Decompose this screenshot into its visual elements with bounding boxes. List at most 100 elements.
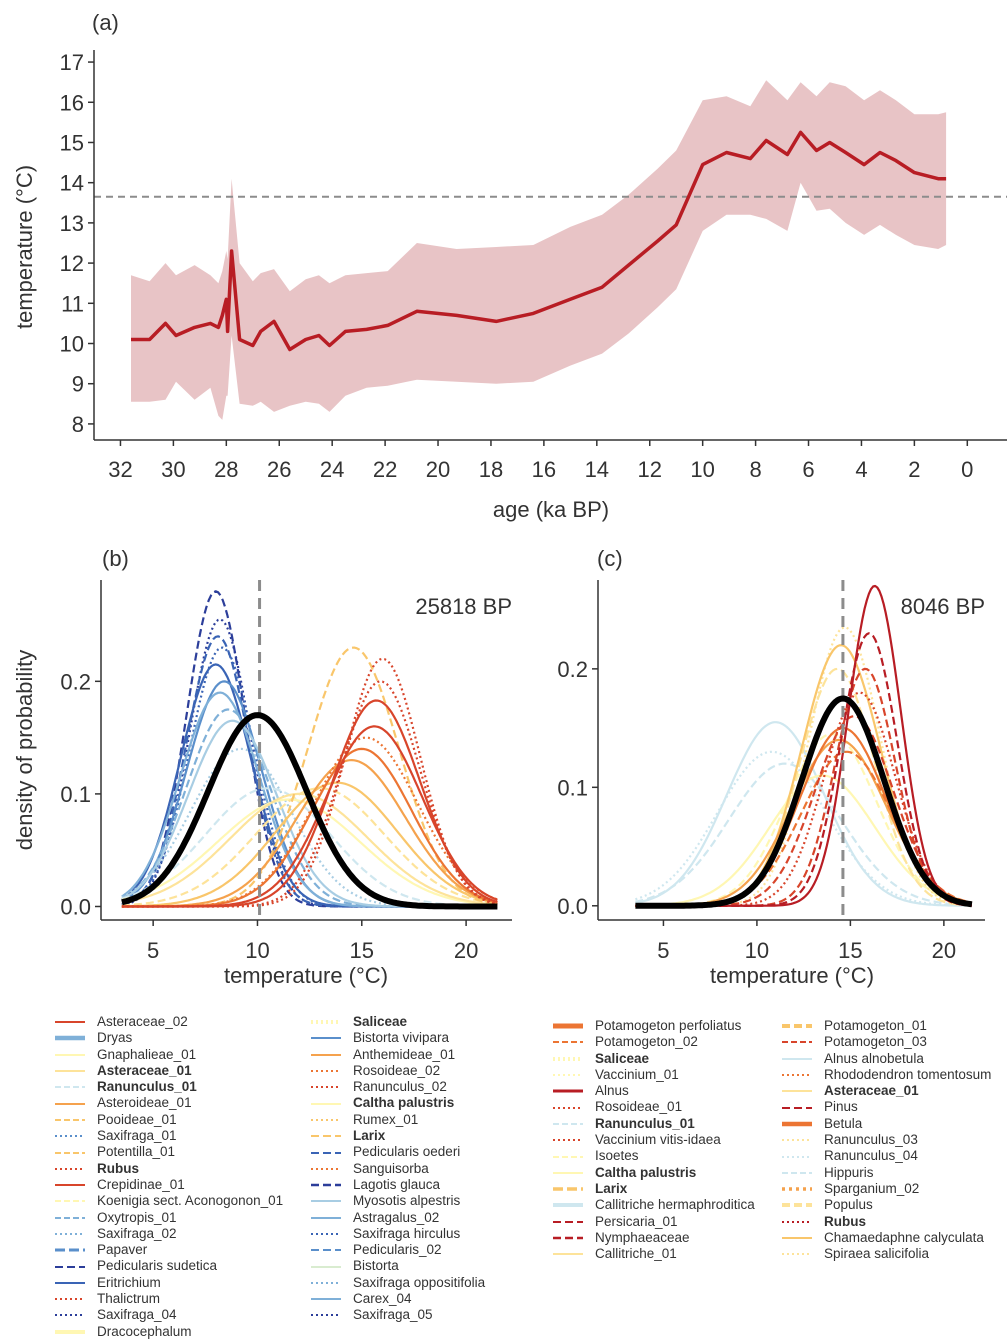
x-tick-label: 5 bbox=[147, 938, 159, 963]
legend-label: Potamogeton_03 bbox=[824, 1034, 927, 1050]
taxon-density-curve bbox=[121, 787, 498, 908]
legend-label: Ranunculus_04 bbox=[824, 1148, 918, 1164]
legend-swatch bbox=[311, 1167, 341, 1170]
legend-entry: Saxifraga_02 bbox=[55, 1226, 283, 1242]
legend-label: Callitriche_01 bbox=[595, 1246, 677, 1262]
legend-entry: Sanguisorba bbox=[311, 1161, 485, 1177]
x-tick-label: 8 bbox=[749, 457, 761, 482]
legend-label: Saxifraga_02 bbox=[97, 1225, 177, 1241]
legend-entry: Betula bbox=[782, 1116, 991, 1132]
legend-swatch bbox=[553, 1122, 583, 1125]
legend-swatch bbox=[55, 1184, 85, 1187]
legend-label: Saxifraga_05 bbox=[353, 1307, 433, 1323]
legend-label: Potamogeton_02 bbox=[595, 1034, 698, 1050]
y-tick-label: 0.0 bbox=[60, 894, 91, 919]
legend-swatch bbox=[311, 1183, 341, 1187]
legend-label: Ranunculus_03 bbox=[824, 1132, 918, 1148]
x-tick-label: 20 bbox=[932, 938, 956, 963]
legend-swatch bbox=[311, 1135, 341, 1138]
legend-entry: Rhododendron tomentosum bbox=[782, 1067, 991, 1083]
legend-entry: Ranunculus_03 bbox=[782, 1132, 991, 1148]
legend-label: Nymphaeaceae bbox=[595, 1229, 690, 1245]
legend-swatch bbox=[55, 1086, 85, 1089]
x-tick-label: 28 bbox=[214, 457, 238, 482]
x-tick-label: 16 bbox=[532, 457, 556, 482]
legend-entry: Potamogeton_03 bbox=[782, 1034, 991, 1050]
legend-label: Saliceae bbox=[595, 1050, 650, 1066]
legend-label: Isoetes bbox=[595, 1148, 639, 1164]
legend-entry: Saxifraga_04 bbox=[55, 1307, 283, 1323]
legend-label: Rumex_01 bbox=[353, 1111, 419, 1127]
legend-entry: Saliceae bbox=[311, 1014, 485, 1030]
legend-swatch bbox=[553, 1139, 583, 1142]
legend-swatch bbox=[782, 1024, 812, 1029]
legend-entry: Lagotis glauca bbox=[311, 1177, 485, 1193]
legend-entry: Callitriche_01 bbox=[553, 1246, 755, 1262]
legend-label: Alnus bbox=[595, 1083, 629, 1099]
legend-entry: Caltha palustris bbox=[311, 1095, 485, 1111]
legend-swatch bbox=[55, 1036, 85, 1041]
legend-label: Vaccinium_01 bbox=[595, 1066, 679, 1082]
x-tick-label: 22 bbox=[373, 457, 397, 482]
x-tick-label: 6 bbox=[802, 457, 814, 482]
panel-a-tag: (a) bbox=[92, 10, 119, 35]
panel-c-age-annotation: 8046 BP bbox=[901, 594, 985, 619]
legend-swatch bbox=[311, 1298, 341, 1301]
legend-swatch bbox=[782, 1237, 812, 1239]
x-tick-label: 15 bbox=[838, 938, 862, 963]
x-tick-label: 10 bbox=[245, 938, 269, 963]
legend-swatch bbox=[311, 1118, 341, 1121]
legend-entry: Saxifraga_01 bbox=[55, 1128, 283, 1144]
legend-entry: Chamaedaphne calyculata bbox=[782, 1230, 991, 1246]
legend-label: Saxifraga oppositifolia bbox=[353, 1274, 486, 1290]
legend-panel-b-col1: Asteraceae_02 Dryas Gnaphalieae_01 Asterace… bbox=[55, 1014, 283, 1340]
legend-label: Caltha palustris bbox=[353, 1095, 455, 1111]
legend-swatch bbox=[55, 1298, 85, 1301]
legend-entry: Pedicularis sudetica bbox=[55, 1258, 283, 1274]
legend-entry: Rosoideae_01 bbox=[553, 1099, 755, 1115]
legend-swatch bbox=[782, 1090, 812, 1093]
legend-entry: Asteraceae_02 bbox=[55, 1014, 283, 1030]
legend-entry: Gnaphalieae_01 bbox=[55, 1047, 283, 1063]
legend-swatch bbox=[55, 1135, 85, 1138]
legend-swatch bbox=[311, 1233, 341, 1235]
legend-label: Ranunculus_02 bbox=[353, 1079, 447, 1095]
taxon-density-curve bbox=[635, 727, 973, 907]
legend-entry: Koenigia sect. Aconogonon_01 bbox=[55, 1193, 283, 1209]
legend-label: Saxifraga_01 bbox=[97, 1128, 177, 1144]
legend-entry: Ranunculus_02 bbox=[311, 1079, 485, 1095]
legend-swatch bbox=[311, 1102, 341, 1105]
legend-swatch bbox=[55, 1329, 85, 1334]
legend-swatch bbox=[55, 1200, 85, 1203]
taxon-density-curve bbox=[121, 736, 498, 908]
x-tick-label: 20 bbox=[454, 938, 478, 963]
x-tick-label: 24 bbox=[320, 457, 344, 482]
taxon-density-curve bbox=[635, 732, 973, 907]
legend-swatch bbox=[553, 1106, 583, 1109]
y-tick-label: 11 bbox=[61, 291, 84, 316]
panel-c-tag: (c) bbox=[597, 546, 623, 571]
legend-swatch bbox=[553, 1203, 583, 1208]
legend-swatch bbox=[55, 1053, 85, 1056]
legend-label: Astragalus_02 bbox=[353, 1209, 440, 1225]
legend-entry: Larix bbox=[553, 1181, 755, 1197]
legend-entry: Potamogeton perfoliatus bbox=[553, 1018, 755, 1034]
legend-label: Myosotis alpestris bbox=[353, 1193, 461, 1209]
legend-swatch bbox=[55, 1216, 85, 1219]
legend-entry: Saliceae bbox=[553, 1051, 755, 1067]
y-tick-label: 0.0 bbox=[557, 894, 588, 919]
panel-b-x-axis-label: temperature (°C) bbox=[224, 963, 388, 988]
y-tick-label: 16 bbox=[60, 90, 84, 115]
legend-entry: Rubus bbox=[55, 1161, 283, 1177]
y-tick-label: 17 bbox=[60, 50, 84, 75]
x-tick-label: 30 bbox=[161, 457, 185, 482]
legend-swatch bbox=[55, 1102, 85, 1105]
legend-label: Dryas bbox=[97, 1030, 133, 1046]
legend-entry: Pedicularis_02 bbox=[311, 1242, 485, 1258]
legend-swatch bbox=[55, 1070, 85, 1073]
x-tick-label: 2 bbox=[908, 457, 920, 482]
panel-b-age-annotation: 25818 BP bbox=[415, 594, 512, 619]
legend-label: Pooideae_01 bbox=[97, 1111, 177, 1127]
x-tick-label: 12 bbox=[637, 457, 661, 482]
